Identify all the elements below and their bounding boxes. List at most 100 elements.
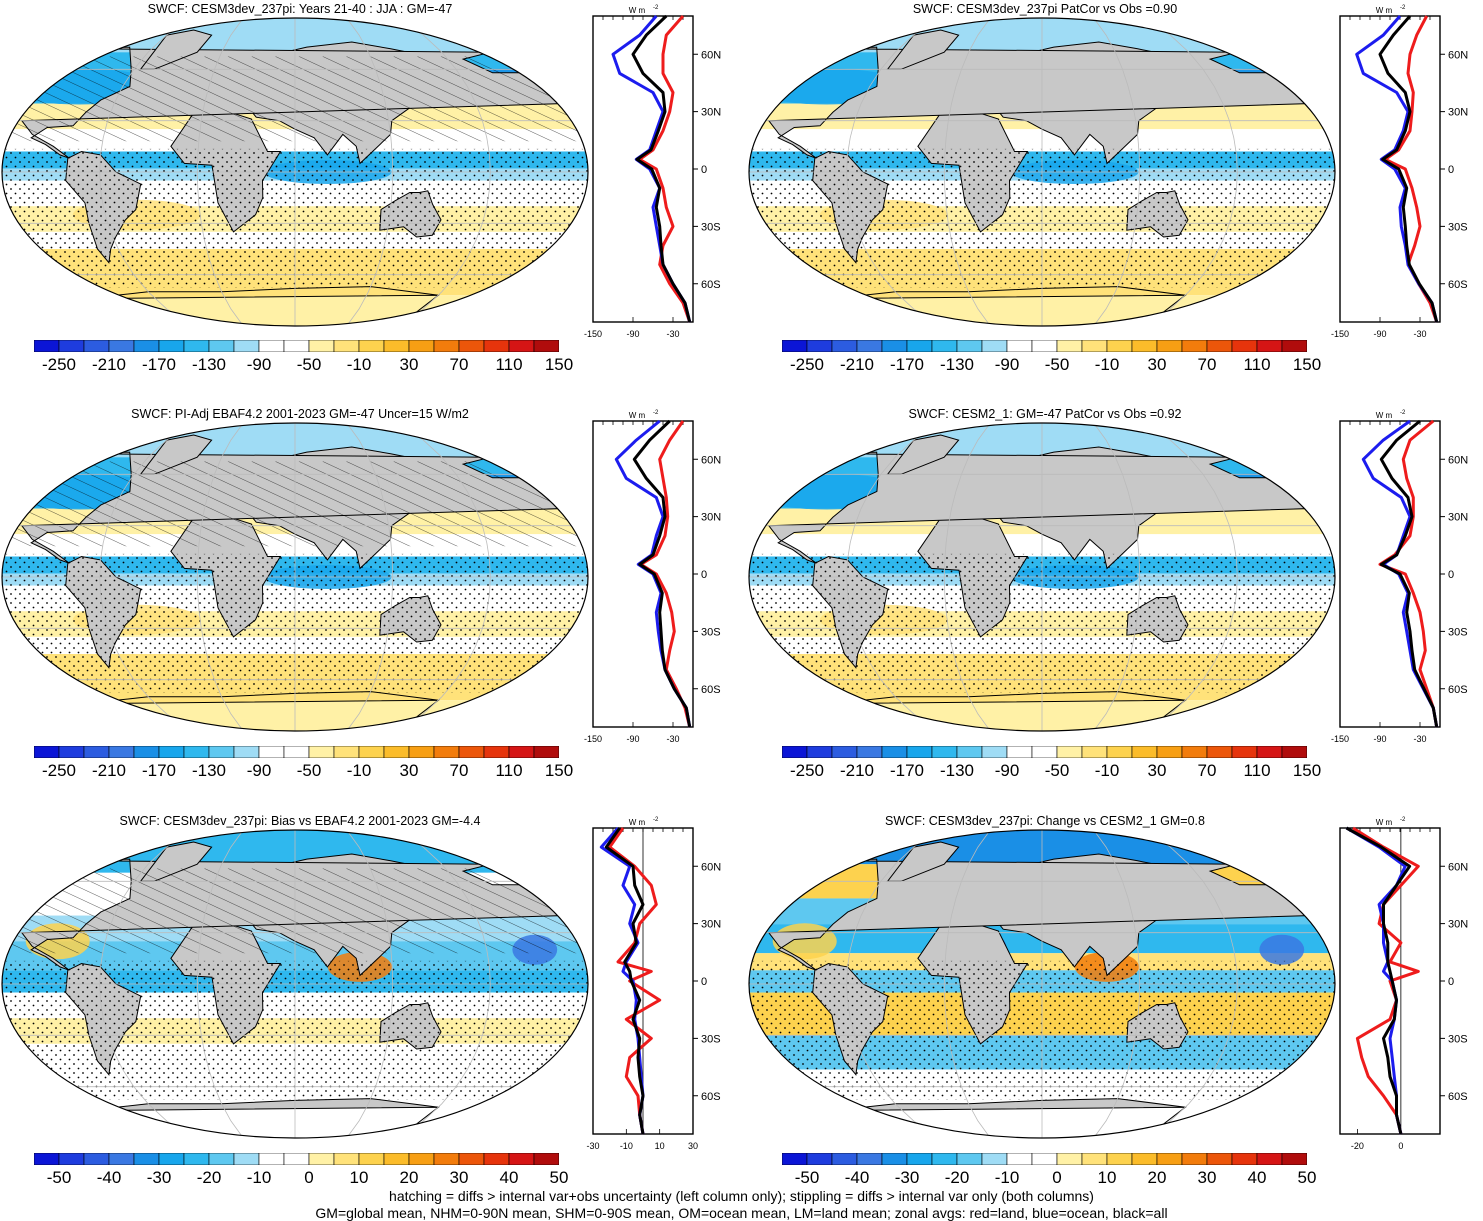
panel-title: SWCF: CESM3dev_237pi: Years 21-40 : JJA …	[147, 2, 453, 16]
colorbar-tick-label: -250	[41, 761, 77, 780]
zonal-x-tick-label: 0	[1398, 1141, 1403, 1151]
colorbar-swatch	[283, 746, 310, 758]
colorbar-swatch	[1131, 746, 1158, 758]
colorbar-tick-label: 10	[349, 1168, 369, 1187]
colorbar-swatch	[458, 746, 485, 758]
colorbar-swatch	[408, 1153, 435, 1165]
colorbar-swatch	[1206, 1153, 1233, 1165]
world-map-6	[748, 829, 1336, 1139]
zonal-line-land	[638, 15, 692, 323]
colorbar-tick-label: 20	[399, 1168, 419, 1187]
colorbar-tick-label: 150	[544, 355, 574, 374]
colorbar-swatch	[158, 1153, 185, 1165]
colorbar-tick-label: 30	[1147, 761, 1167, 780]
colorbar-swatch	[108, 340, 135, 352]
graticule-meridian	[346, 423, 394, 731]
colorbar-swatch	[258, 1153, 285, 1165]
colorbar-tick-label: 50	[549, 1168, 569, 1187]
colorbar-tick-label: 30	[1147, 355, 1167, 374]
zonal-mean-plot-5: W m -2 60N 30N 0 30S 60S -30 -10 10 30	[586, 817, 721, 1151]
colorbar-tick-label: 50	[1297, 1168, 1317, 1187]
colorbar-3	[34, 746, 559, 758]
colorbar-swatch	[1006, 340, 1033, 352]
colorbar-5	[34, 1153, 559, 1165]
colorbar-swatch	[533, 340, 559, 352]
zonal-unit-exponent: -2	[1400, 5, 1406, 11]
zonal-lat-label: 60S	[701, 1091, 721, 1103]
zonal-lat-label: 60N	[701, 861, 721, 873]
zonal-x-tick-label: -20	[1351, 1141, 1364, 1151]
colorbar-tick-label: 110	[1243, 355, 1271, 374]
colorbar-tick-label: -90	[994, 761, 1020, 780]
colorbar-swatch	[58, 1153, 85, 1165]
zonal-frame	[1339, 15, 1441, 323]
colorbar-tick-label: -130	[191, 761, 227, 780]
panel-title: SWCF: CESM3dev_237pi PatCor vs Obs =0.90	[912, 2, 1178, 16]
colorbar-swatch	[782, 746, 808, 758]
colorbar-swatch	[782, 1153, 808, 1165]
zonal-x-tick-label: -150	[1331, 734, 1349, 744]
colorbar-swatch	[1256, 746, 1283, 758]
graticule-meridian	[99, 423, 192, 731]
colorbar-tick-label: -10	[246, 1168, 272, 1187]
zonal-line-all	[1345, 826, 1412, 1135]
colorbar-tick-label: 30	[1197, 1168, 1217, 1187]
colorbar-swatch	[208, 746, 235, 758]
colorbar-swatch	[1156, 1153, 1183, 1165]
zonal-unit-label: W m	[629, 411, 646, 420]
zonal-x-tick-label: -90	[1373, 329, 1386, 339]
colorbar-swatch	[433, 1153, 460, 1165]
colorbar-swatch	[358, 1153, 385, 1165]
colorbar-swatch	[358, 746, 385, 758]
colorbar-swatch	[1081, 746, 1108, 758]
colorbar-tick-label: 30	[449, 1168, 469, 1187]
colorbar-swatch	[483, 1153, 510, 1165]
colorbar-swatch	[1056, 1153, 1083, 1165]
colorbar-tick-label: 150	[1292, 355, 1322, 374]
colorbar-tick-label: 10	[1097, 1168, 1117, 1187]
colorbar-swatch	[1281, 746, 1307, 758]
colorbar-swatch	[83, 746, 110, 758]
colorbar-swatch	[1231, 1153, 1258, 1165]
colorbar-tick-label: -210	[839, 355, 875, 374]
colorbar-swatch	[283, 340, 310, 352]
colorbar-swatch	[906, 746, 933, 758]
zonal-x-tick-label: -150	[1331, 329, 1349, 339]
colorbar-tick-label: 0	[304, 1168, 314, 1187]
colorbar-swatch	[83, 340, 110, 352]
zonal-line-land	[639, 420, 692, 728]
colorbar-tick-label: -210	[91, 761, 127, 780]
zonal-x-tick-label: 30	[688, 1141, 698, 1151]
colorbar-swatch	[258, 746, 285, 758]
colorbar-tick-label: -40	[844, 1168, 870, 1187]
colorbar-swatch	[1056, 746, 1083, 758]
colorbar-swatch	[408, 746, 435, 758]
colorbar-swatch	[508, 340, 535, 352]
graticule-meridian	[398, 18, 491, 326]
colorbar-tick-label: -40	[96, 1168, 122, 1187]
colorbar-swatch	[981, 746, 1008, 758]
colorbar-tick-label: -130	[939, 761, 975, 780]
zonal-line-all	[1379, 419, 1439, 728]
colorbar-swatch	[508, 1153, 535, 1165]
map-border	[748, 829, 1336, 1139]
colorbar-swatch	[1031, 746, 1058, 758]
colorbar-tick-label: -50	[46, 1168, 72, 1187]
map-field	[749, 830, 1335, 1138]
colorbar-4	[782, 746, 1307, 758]
colorbar-tick-label: 30	[399, 355, 419, 374]
colorbar-tick-label: -10	[994, 1168, 1020, 1187]
colorbar-1	[34, 340, 559, 352]
zonal-x-tick-label: -30	[586, 1141, 599, 1151]
colorbar-swatch	[158, 340, 185, 352]
colorbar-swatch	[1206, 340, 1233, 352]
panel-title: SWCF: CESM3dev_237pi: Bias vs EBAF4.2 20…	[119, 814, 481, 828]
zonal-unit-label: W m	[1376, 411, 1393, 420]
zonal-unit-exponent: -2	[1400, 410, 1406, 416]
zonal-unit-label: W m	[1376, 818, 1393, 827]
colorbar-swatch	[1231, 340, 1258, 352]
graticule-meridian	[943, 18, 991, 326]
colorbar-swatch	[383, 1153, 410, 1165]
zonal-lat-label: 0	[1448, 164, 1454, 176]
colorbar-swatch	[1081, 340, 1108, 352]
